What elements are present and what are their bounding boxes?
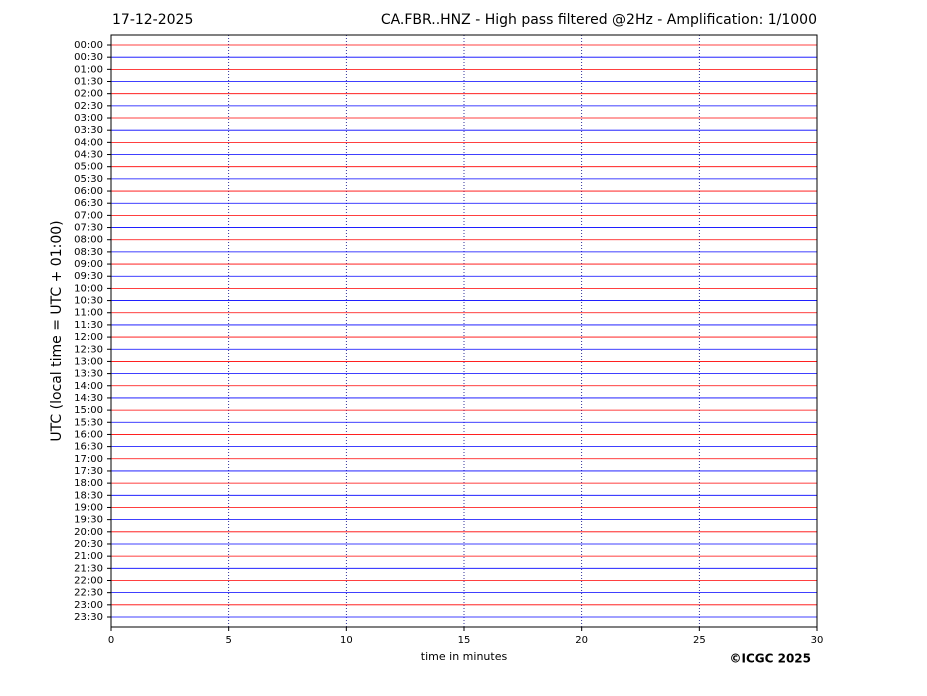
- y-tick-label: 12:00: [74, 332, 103, 343]
- y-tick-label: 04:30: [74, 150, 103, 161]
- y-tick-label: 01:30: [74, 77, 103, 88]
- y-tick-label: 08:00: [74, 235, 103, 246]
- y-tick-label: 22:00: [74, 575, 103, 586]
- y-tick-label: 10:00: [74, 283, 103, 294]
- x-tick-label: 0: [108, 635, 114, 646]
- y-tick-label: 15:30: [74, 417, 103, 428]
- y-tick-label: 17:30: [74, 466, 103, 477]
- y-tick-label: 02:30: [74, 101, 103, 112]
- x-tick-label: 5: [225, 635, 231, 646]
- y-axis-label: UTC (local time = UTC + 01:00): [49, 220, 65, 441]
- y-tick-label: 22:30: [74, 588, 103, 599]
- y-tick-label: 16:00: [74, 429, 103, 440]
- y-tick-label: 00:30: [74, 52, 103, 63]
- y-tick-label: 09:30: [74, 271, 103, 282]
- y-tick-label: 17:00: [74, 454, 103, 465]
- x-tick-label: 25: [693, 635, 706, 646]
- y-tick-label: 06:00: [74, 186, 103, 197]
- x-axis-label: time in minutes: [421, 650, 508, 663]
- y-tick-label: 09:00: [74, 259, 103, 270]
- y-tick-label: 01:00: [74, 64, 103, 75]
- y-tick-label: 11:30: [74, 320, 103, 331]
- y-tick-label: 03:00: [74, 113, 103, 124]
- y-tick-label: 19:00: [74, 502, 103, 513]
- y-tick-label: 14:30: [74, 393, 103, 404]
- y-tick-label: 07:00: [74, 210, 103, 221]
- y-tick-label: 05:00: [74, 162, 103, 173]
- x-tick-label: 15: [458, 635, 471, 646]
- y-tick-label: 11:00: [74, 308, 103, 319]
- y-tick-label: 08:30: [74, 247, 103, 258]
- y-tick-label: 12:30: [74, 344, 103, 355]
- y-tick-label: 02:00: [74, 89, 103, 100]
- y-tick-label: 05:30: [74, 174, 103, 185]
- y-tick-label: 07:30: [74, 223, 103, 234]
- y-tick-label: 21:00: [74, 551, 103, 562]
- y-tick-label: 16:30: [74, 442, 103, 453]
- y-tick-label: 14:00: [74, 381, 103, 392]
- x-tick-label: 30: [811, 635, 824, 646]
- x-tick-label: 10: [340, 635, 353, 646]
- y-tick-label: 20:00: [74, 527, 103, 538]
- y-tick-label: 13:00: [74, 356, 103, 367]
- y-tick-label: 21:30: [74, 563, 103, 574]
- y-tick-label: 20:30: [74, 539, 103, 550]
- y-tick-label: 23:30: [74, 612, 103, 623]
- plot-frame: [110, 34, 818, 628]
- chart-title: CA.FBR..HNZ - High pass filtered @2Hz - …: [381, 12, 817, 28]
- y-tick-label: 03:30: [74, 125, 103, 136]
- y-tick-label: 23:00: [74, 600, 103, 611]
- y-tick-label: 10:30: [74, 296, 103, 307]
- y-tick-label: 13:30: [74, 369, 103, 380]
- y-tick-label: 18:00: [74, 478, 103, 489]
- y-tick-label: 15:00: [74, 405, 103, 416]
- date: 17-12-2025: [112, 12, 193, 28]
- y-tick-label: 06:30: [74, 198, 103, 209]
- y-tick-label: 00:00: [74, 40, 103, 51]
- y-tick-label: 19:30: [74, 515, 103, 526]
- x-tick-label: 20: [575, 635, 588, 646]
- y-tick-label: 18:30: [74, 490, 103, 501]
- copyright: ©ICGC 2025: [729, 652, 811, 666]
- y-tick-label: 04:00: [74, 137, 103, 148]
